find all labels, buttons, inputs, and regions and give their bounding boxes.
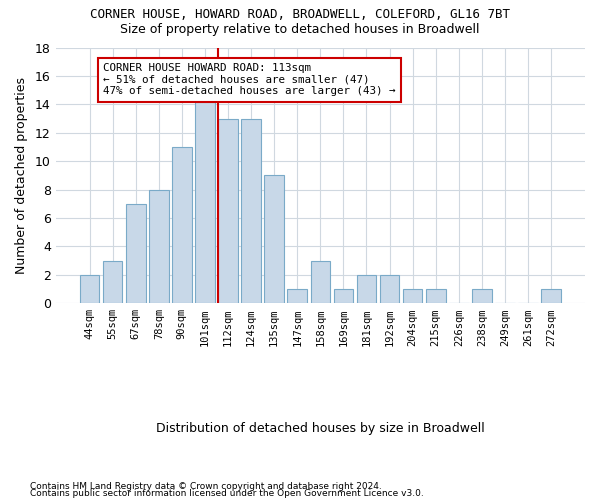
Text: CORNER HOUSE HOWARD ROAD: 113sqm
← 51% of detached houses are smaller (47)
47% o: CORNER HOUSE HOWARD ROAD: 113sqm ← 51% o…: [103, 63, 396, 96]
Bar: [356, 275, 376, 303]
Bar: [149, 190, 169, 303]
Bar: [172, 147, 191, 303]
Bar: [103, 260, 122, 303]
Bar: [287, 289, 307, 303]
Text: Contains HM Land Registry data © Crown copyright and database right 2024.: Contains HM Land Registry data © Crown c…: [30, 482, 382, 491]
Bar: [334, 289, 353, 303]
Bar: [541, 289, 561, 303]
Text: Size of property relative to detached houses in Broadwell: Size of property relative to detached ho…: [120, 22, 480, 36]
Text: CORNER HOUSE, HOWARD ROAD, BROADWELL, COLEFORD, GL16 7BT: CORNER HOUSE, HOWARD ROAD, BROADWELL, CO…: [90, 8, 510, 20]
Bar: [218, 118, 238, 303]
Y-axis label: Number of detached properties: Number of detached properties: [15, 77, 28, 274]
Bar: [195, 90, 215, 303]
Bar: [426, 289, 446, 303]
Bar: [380, 275, 400, 303]
Text: Contains public sector information licensed under the Open Government Licence v3: Contains public sector information licen…: [30, 489, 424, 498]
Bar: [472, 289, 492, 303]
Bar: [126, 204, 146, 303]
Bar: [265, 176, 284, 303]
Bar: [80, 275, 100, 303]
X-axis label: Distribution of detached houses by size in Broadwell: Distribution of detached houses by size …: [156, 422, 485, 435]
Bar: [311, 260, 330, 303]
Bar: [241, 118, 261, 303]
Bar: [403, 289, 422, 303]
